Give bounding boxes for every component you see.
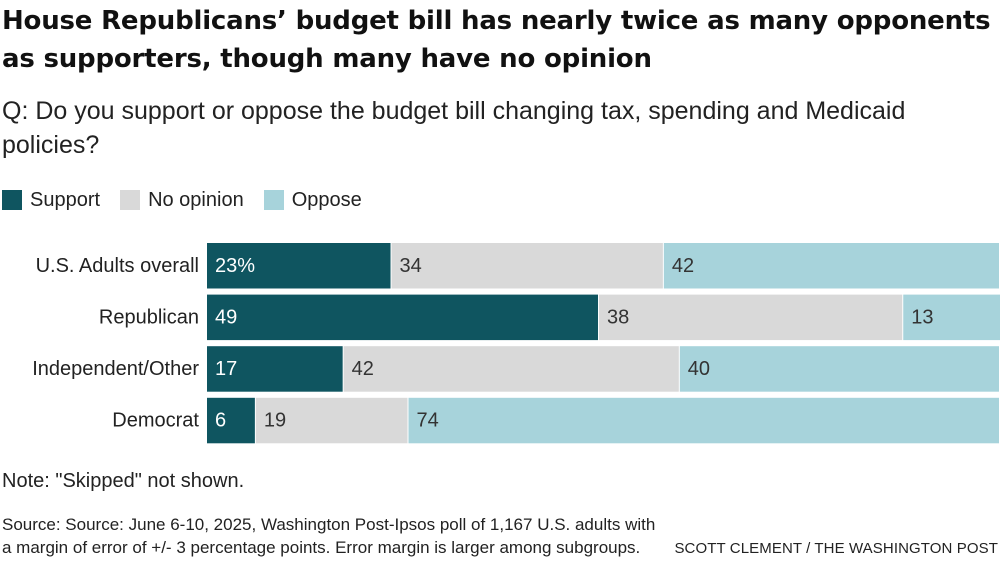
legend-item-oppose: Oppose — [263, 188, 362, 212]
chart-title: House Republicans’ budget bill has nearl… — [2, 6, 991, 74]
legend-item-support: Support — [2, 189, 100, 212]
bar-no-opinion-republican — [599, 294, 903, 341]
category-label-independent-other: Independent/Other — [32, 358, 199, 380]
stacked-bar-chart: U.S. Adults overall 23% 34 42 Republican 49 38… — [0, 236, 1000, 448]
legend-label-oppose: Oppose — [291, 188, 362, 211]
category-label-u-s-adults-overall: U.S. Adults overall — [36, 255, 199, 277]
bar-support-u-s-adults-overall — [207, 243, 391, 289]
bar-no-opinion-u-s-adults-overall — [391, 243, 663, 289]
chart-source: Source: Source: June 6-10, 2025, Washing… — [2, 515, 656, 557]
legend-swatch-support — [2, 190, 22, 210]
data-label-oppose-republican: 13 — [911, 306, 933, 328]
data-label-no-opinion-independent-other: 42 — [352, 358, 374, 380]
data-label-no-opinion-democrat: 19 — [264, 410, 286, 432]
chart-credit: SCOTT CLEMENT / THE WASHINGTON POST — [674, 540, 998, 557]
category-label-democrat: Democrat — [112, 410, 199, 432]
data-label-support-independent-other: 17 — [215, 358, 237, 380]
data-label-support-u-s-adults-overall: 23% — [215, 255, 255, 277]
legend-item-no-opinion: No opinion — [120, 189, 244, 212]
legend-label-support: Support — [30, 188, 101, 211]
bar-oppose-u-s-adults-overall — [663, 243, 999, 289]
legend-swatch-no-opinion — [120, 190, 141, 210]
data-label-no-opinion-republican: 38 — [607, 306, 629, 328]
data-label-oppose-democrat: 74 — [416, 410, 438, 432]
legend-swatch-oppose — [263, 190, 284, 210]
bar-oppose-republican — [903, 294, 1000, 341]
chart-svg: U.S. Adults overall 23% 34 42 Republican 49 38… — [32, 243, 1000, 444]
chart-subtitle: Q: Do you support or oppose the budget b… — [2, 97, 906, 159]
bar-support-democrat — [207, 397, 255, 444]
bar-support-independent-other — [207, 346, 343, 392]
bar-no-opinion-democrat — [255, 397, 408, 444]
bar-oppose-democrat — [408, 397, 999, 444]
legend: Support No opinion Oppose — [2, 186, 382, 214]
bar-support-republican — [207, 294, 599, 341]
data-label-support-republican: 49 — [215, 306, 237, 328]
bar-no-opinion-independent-other — [343, 346, 679, 392]
data-label-support-democrat: 6 — [215, 410, 226, 432]
data-label-oppose-independent-other: 40 — [688, 358, 710, 380]
data-label-oppose-u-s-adults-overall: 42 — [672, 255, 694, 277]
legend-label-no-opinion: No opinion — [148, 188, 244, 211]
bar-oppose-independent-other — [679, 346, 999, 392]
chart-note: Note: "Skipped" not shown. — [2, 470, 245, 492]
data-label-no-opinion-u-s-adults-overall: 34 — [400, 255, 422, 277]
category-label-republican: Republican — [99, 306, 199, 328]
